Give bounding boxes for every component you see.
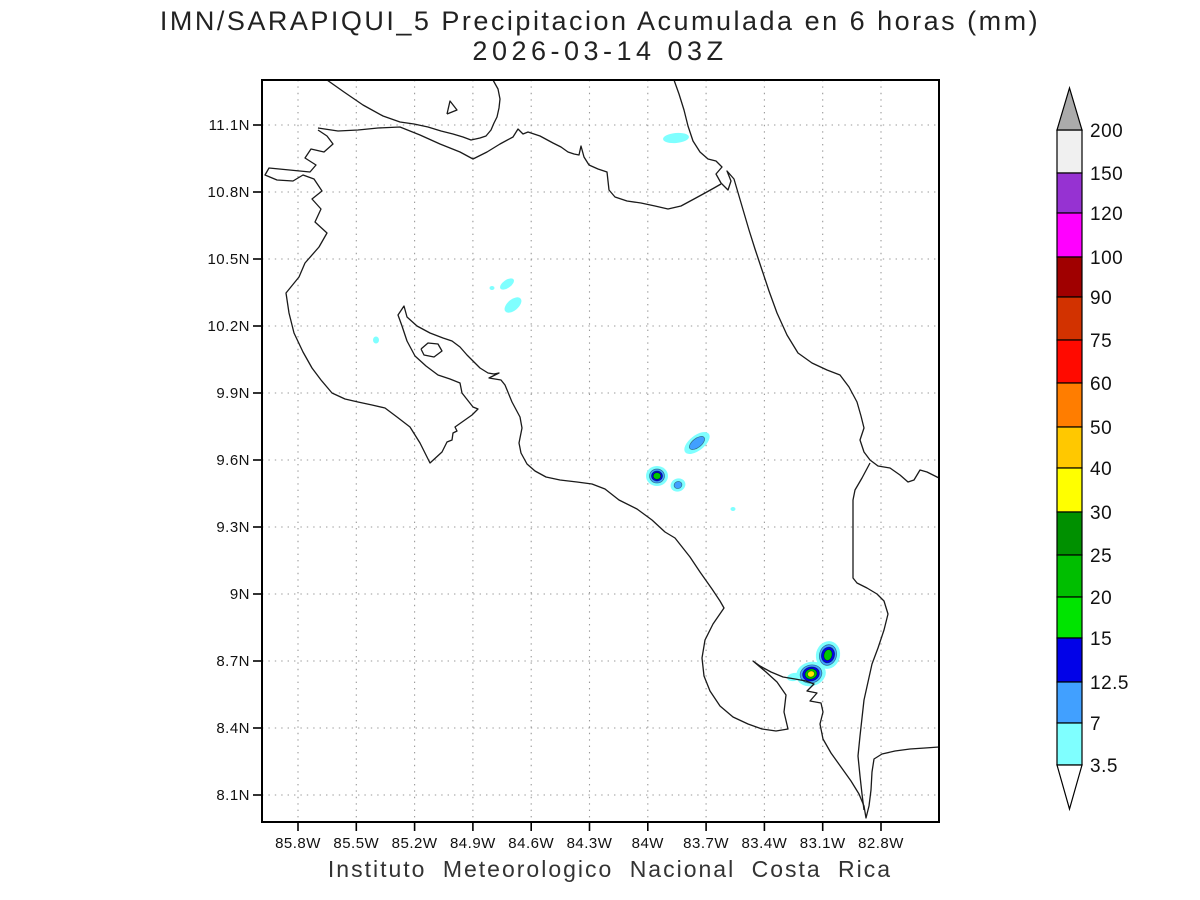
precip-cell xyxy=(730,507,736,511)
colorbar-level-label: 50 xyxy=(1090,418,1112,439)
colorbar-level-label: 20 xyxy=(1090,588,1112,609)
precip-contour-level xyxy=(673,481,683,489)
precip-cell xyxy=(504,297,522,313)
colorbar-segment xyxy=(1056,382,1083,428)
colorbar-segment xyxy=(1056,172,1083,214)
colorbar-segment xyxy=(1056,467,1083,513)
lat-tick-label: 10.8N xyxy=(207,184,250,201)
lat-tick-label: 9.3N xyxy=(216,519,250,536)
map-inner xyxy=(262,80,939,822)
lon-tick-label: 84W xyxy=(632,835,665,852)
colorbar-level-label: 120 xyxy=(1090,204,1123,225)
lon-tick-label: 84.6W xyxy=(508,835,554,852)
coastline-lake-nicaragua-shore xyxy=(326,80,501,141)
lon-tick-label: 83.1W xyxy=(800,835,846,852)
lat-tick-label: 8.7N xyxy=(216,653,250,670)
lon-tick-label: 85.2W xyxy=(392,835,438,852)
precip-contour-level xyxy=(652,472,662,480)
precip-contour-level xyxy=(807,670,815,678)
colorbar-segment xyxy=(1056,681,1083,724)
colorbar-segment xyxy=(1056,511,1083,556)
precip-contour-level xyxy=(823,649,833,661)
coastline-panama-border xyxy=(852,462,889,811)
colorbar-segment xyxy=(1056,596,1083,639)
colorbar-segment xyxy=(1056,256,1083,298)
colorbar-level-label: 60 xyxy=(1090,374,1112,395)
colorbar-level-label: 40 xyxy=(1090,459,1112,480)
colorbar-level-label: 100 xyxy=(1090,248,1123,269)
lon-tick-label: 83.7W xyxy=(683,835,729,852)
precip-cell xyxy=(663,132,689,144)
precip-cell xyxy=(684,432,710,454)
lat-tick-label: 10.2N xyxy=(207,318,250,335)
colorbar-level-label: 200 xyxy=(1090,121,1123,142)
coastline-mainland-pacific xyxy=(264,129,939,819)
precip-contour-level xyxy=(730,507,736,511)
precip-contour-level xyxy=(663,132,689,144)
lat-tick-label: 8.4N xyxy=(216,720,250,737)
colorbar-segment xyxy=(1056,426,1083,469)
colorbar-level-label: 150 xyxy=(1090,164,1123,185)
colorbar-segment xyxy=(1056,637,1083,683)
colorbar-level-label: 7 xyxy=(1090,714,1101,735)
colorbar-segment xyxy=(1056,722,1083,766)
lon-tick-label: 84.9W xyxy=(450,835,496,852)
colorbar-level-label: 30 xyxy=(1090,503,1112,524)
precip-cell xyxy=(373,336,379,344)
precip-contour-level xyxy=(689,436,705,450)
chart-subtitle: 2026-03-14 03Z xyxy=(472,36,728,66)
lon-tick-label: 82.8W xyxy=(858,835,904,852)
precip-cell xyxy=(796,661,826,687)
coastline-chira-island xyxy=(420,342,443,358)
colorbar-arrow-down xyxy=(1056,764,1083,812)
coastline-caribbean-coast xyxy=(673,80,939,483)
colorbar-segment xyxy=(1056,296,1083,341)
coastline-nicaragua-border-rio-san-juan xyxy=(317,126,722,210)
lat-tick-label: 9.6N xyxy=(216,452,250,469)
colorbar-segment xyxy=(1056,129,1083,174)
lat-tick-label: 8.1N xyxy=(216,787,250,804)
lon-tick-label: 85.5W xyxy=(333,835,379,852)
lat-tick-label: 10.5N xyxy=(207,251,250,268)
coastline-lake-island xyxy=(446,100,458,115)
plot-frame xyxy=(261,79,940,823)
colorbar-level-label: 12.5 xyxy=(1090,673,1129,694)
colorbar-segment xyxy=(1056,212,1083,258)
lon-tick-label: 85.8W xyxy=(275,835,321,852)
precip-cell xyxy=(670,478,686,492)
precip-contour-level xyxy=(500,278,514,290)
colorbar-level-label: 3.5 xyxy=(1090,756,1118,777)
colorbar-segment xyxy=(1056,339,1083,384)
precip-cell xyxy=(489,286,495,290)
lat-tick-label: 11.1N xyxy=(209,117,250,134)
lat-tick-label: 9N xyxy=(230,586,250,603)
lat-tick-label: 9.9N xyxy=(216,385,250,402)
precip-contour-level xyxy=(489,286,495,290)
precip-contour-level xyxy=(504,297,522,313)
colorbar-arrow-up xyxy=(1056,85,1083,131)
colorbar-segment xyxy=(1056,554,1083,598)
colorbar-level-label: 90 xyxy=(1090,288,1112,309)
chart-title: IMN/SARAPIQUI_5 Precipitacion Acumulada … xyxy=(159,6,1041,36)
colorbar-level-label: 25 xyxy=(1090,546,1112,567)
precip-cell xyxy=(500,278,514,290)
precip-cell xyxy=(815,641,841,669)
lon-tick-label: 84.3W xyxy=(567,835,613,852)
precip-cell xyxy=(646,466,668,486)
precip-contour-level xyxy=(373,336,379,344)
footer-caption: Instituto Meteorologico Nacional Costa R… xyxy=(327,856,893,882)
lon-tick-label: 83.4W xyxy=(741,835,787,852)
colorbar-level-label: 75 xyxy=(1090,331,1112,352)
colorbar-level-label: 15 xyxy=(1090,629,1112,650)
